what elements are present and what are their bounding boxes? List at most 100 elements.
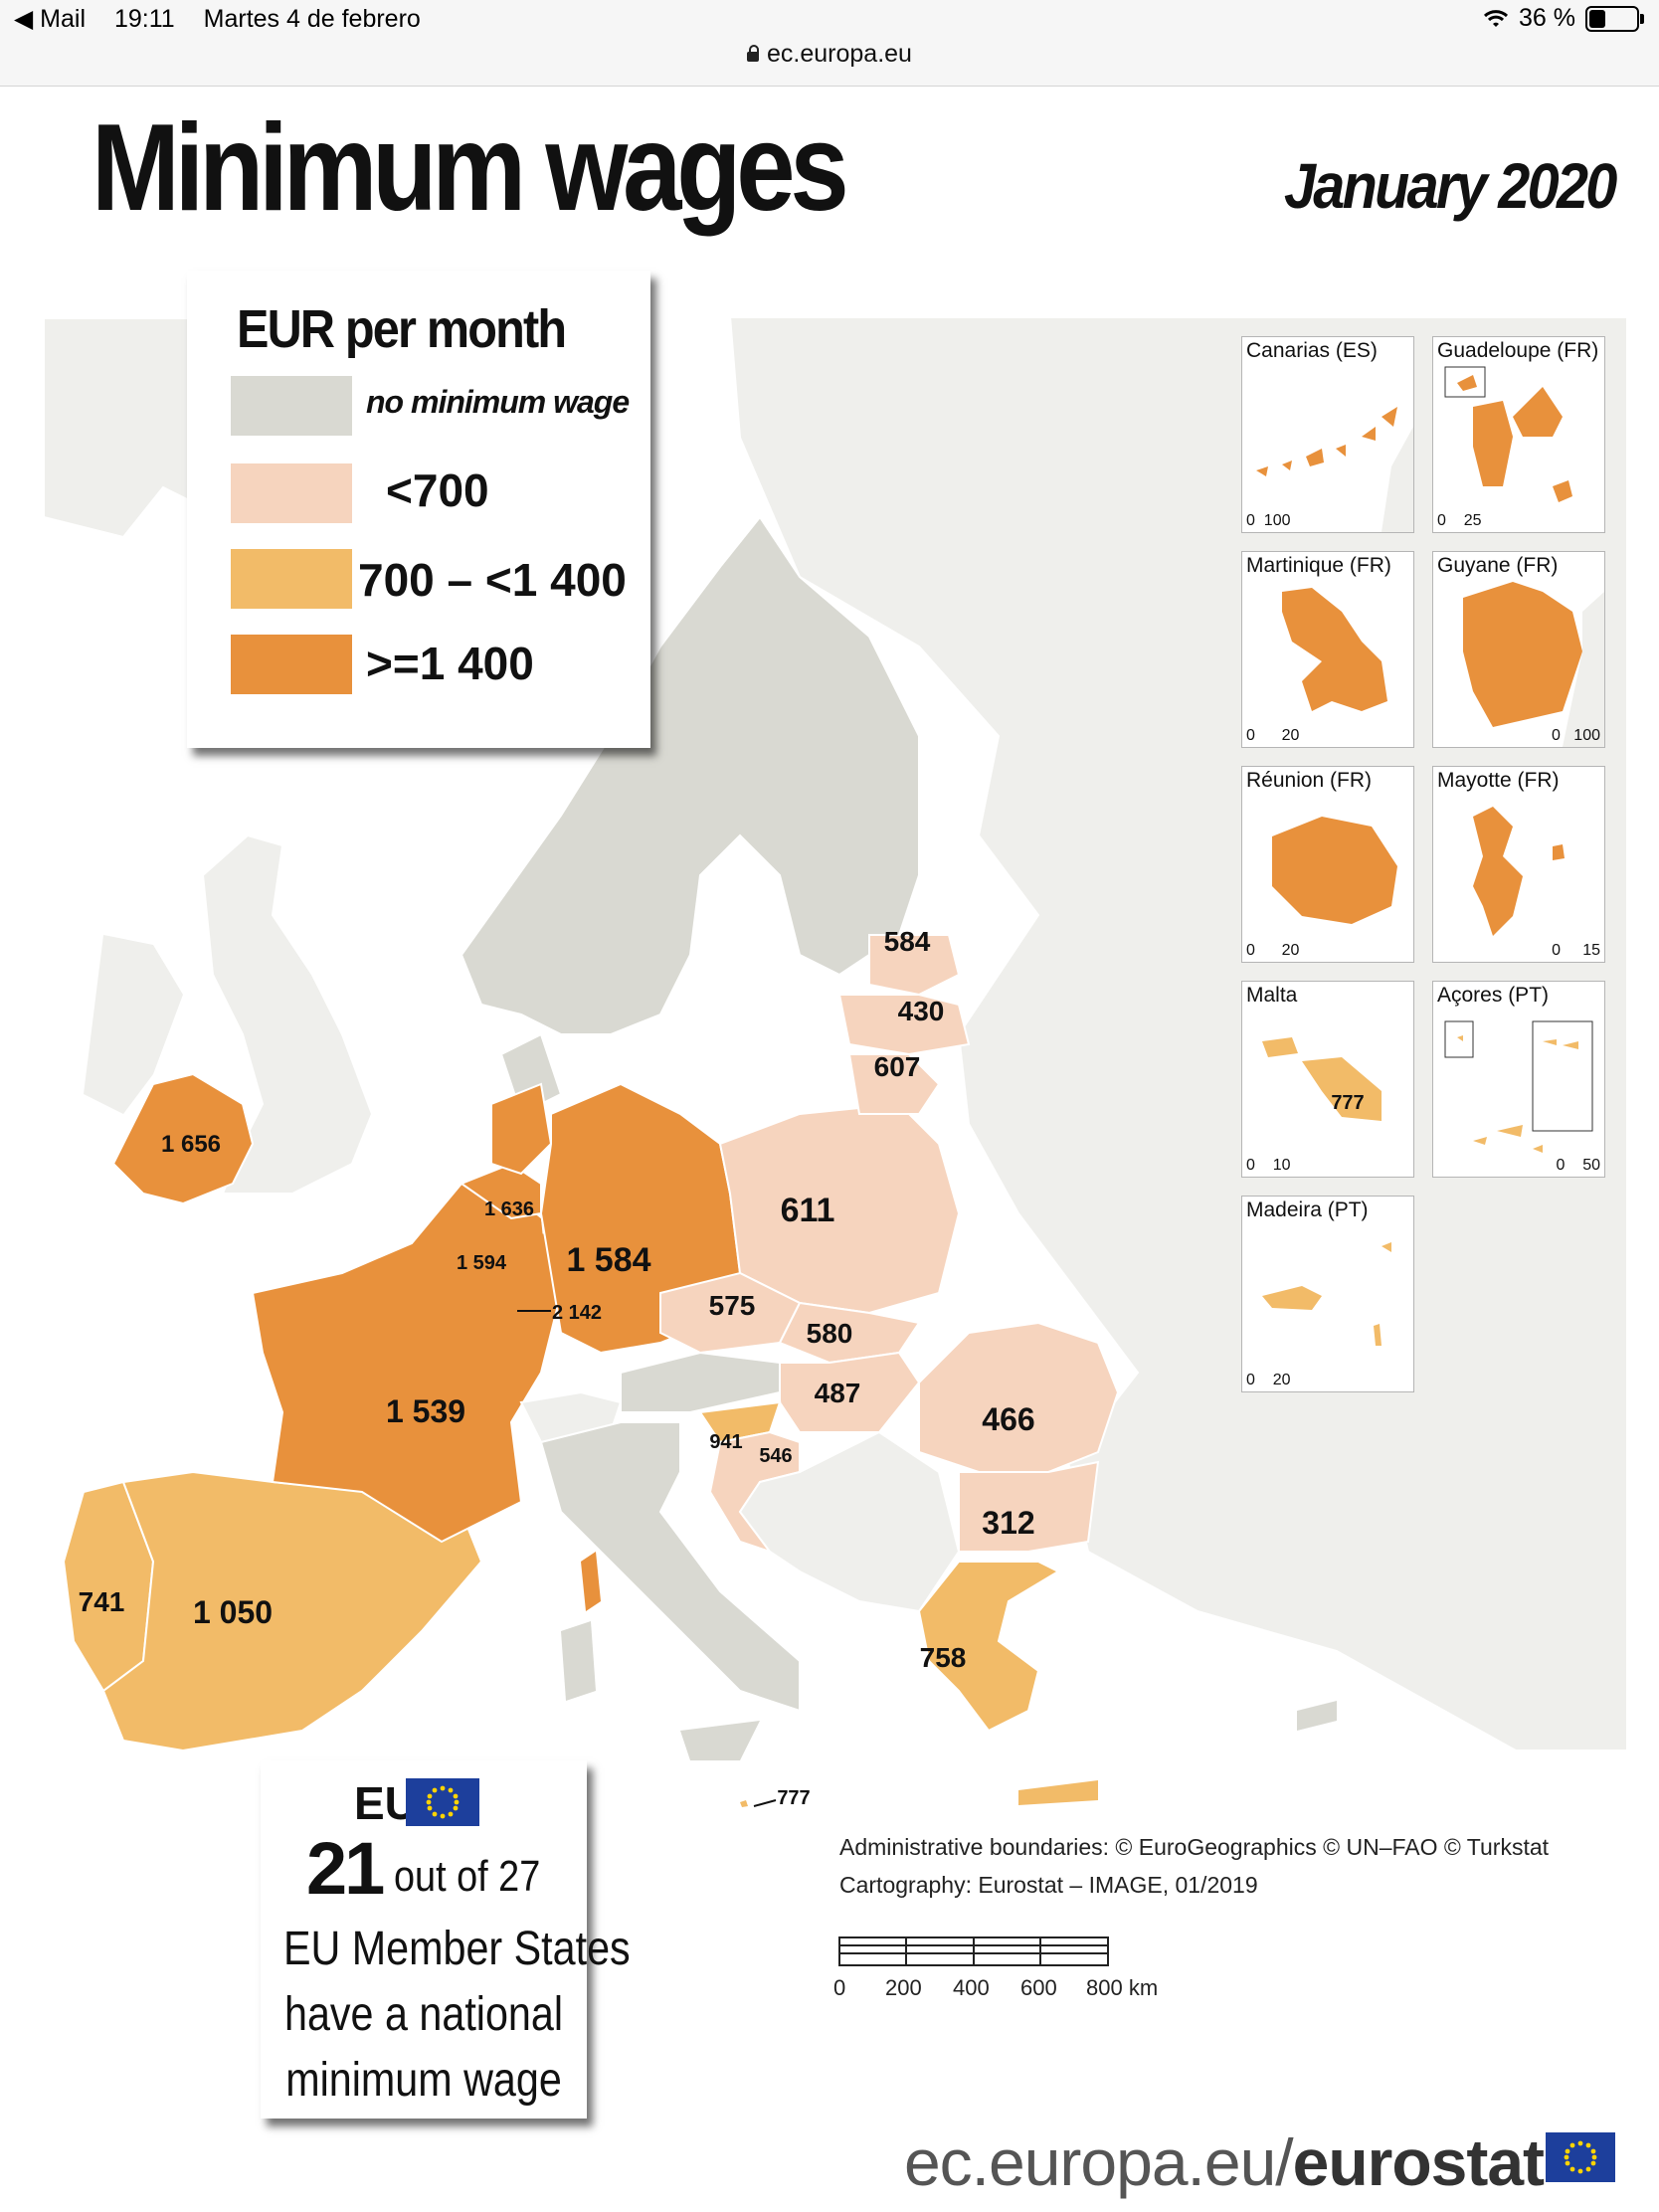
inset-canarias: Canarias (ES) 0 100 (1241, 336, 1414, 533)
map-sicily (680, 1721, 760, 1760)
inset-scale: 0 20 (1246, 727, 1300, 744)
legend-swatch-no-min-wage (231, 376, 352, 436)
credits-boundaries: Administrative boundaries: © EuroGeograp… (839, 1834, 1550, 1860)
map-crete (1018, 1780, 1098, 1805)
inset-title: Martinique (FR) (1246, 554, 1391, 577)
map-ireland (111, 1072, 255, 1205)
scale-tick: 600 (1020, 1975, 1057, 2000)
status-date: Martes 4 de febrero (203, 5, 421, 33)
credits-cartography: Cartography: Eurostat – IMAGE, 01/2019 (839, 1872, 1258, 1898)
label-germany: 1 584 (566, 1241, 650, 1279)
inset-label-malta: 777 (1331, 1092, 1364, 1114)
wifi-icon (1483, 9, 1509, 27)
scale-tick: 200 (885, 1975, 922, 2000)
inset-title: Açores (PT) (1437, 984, 1550, 1007)
label-france: 1 539 (386, 1393, 465, 1429)
map-netherlands (490, 1082, 553, 1176)
inset-map-canarias (1256, 407, 1413, 532)
inset-scale: 0 25 (1437, 512, 1482, 529)
inset-scale: 0 10 (1246, 1157, 1291, 1174)
label-bulgaria: 312 (982, 1505, 1034, 1541)
legend-swatch-high (231, 635, 352, 694)
inset-title: Malta (1246, 984, 1298, 1007)
legend-title: EUR per month (237, 299, 567, 359)
legend-label-mid: 700 – <1 400 (358, 554, 627, 606)
label-belgium: 1 594 (457, 1252, 507, 1274)
eu-flag-icon (1546, 2132, 1615, 2182)
legend-swatch-mid (231, 549, 352, 609)
inset-scale: 0 20 (1246, 1372, 1291, 1388)
legend-label-lt700: <700 (386, 464, 489, 516)
label-latvia: 430 (898, 996, 945, 1026)
map-credits: Administrative boundaries: © EuroGeograp… (839, 1828, 1549, 1904)
inset-madeira: Madeira (PT) 0 20 (1241, 1196, 1414, 1392)
inset-scale: 0 50 (1556, 1157, 1600, 1174)
map-uk (201, 833, 374, 1195)
map-corsica (581, 1552, 601, 1611)
inset-title: Madeira (PT) (1246, 1198, 1369, 1221)
eurostat-url[interactable]: ec.europa.eu/eurostat (903, 2125, 1545, 2199)
inset-map-guyane (1463, 582, 1604, 747)
map-cyprus (1297, 1701, 1337, 1731)
status-right: 36 % (1483, 4, 1644, 33)
label-slovakia: 580 (807, 1318, 853, 1349)
battery-percent: 36 % (1519, 4, 1575, 32)
label-poland: 611 (781, 1192, 835, 1229)
eu-line-minimum-wage: minimum wage (285, 2054, 562, 2107)
eu-count: 21 (306, 1827, 385, 1910)
scale-tick: 800 km (1086, 1975, 1159, 2000)
scale-bar-labels: 0 200 400 600 800 km (828, 1975, 1186, 2005)
inset-map-acores (1444, 1020, 1593, 1153)
map-malta (740, 1800, 748, 1807)
label-czechia: 575 (709, 1290, 756, 1321)
map-latvia (837, 994, 971, 1056)
inset-map-martinique (1282, 588, 1387, 711)
label-estonia: 584 (884, 926, 931, 957)
url-text: ec.europa.eu (767, 40, 912, 68)
back-to-mail-link[interactable]: ◀ Mail (14, 5, 87, 33)
eu-of-total: out of 27 (394, 1852, 541, 1901)
scale-bar (838, 1936, 1109, 1966)
reference-date: January 2020 (1284, 150, 1617, 222)
legend-label-no-min-wage: no minimum wage (366, 384, 630, 420)
status-left: ◀ Mail 19:11 Martes 4 de febrero (14, 4, 443, 34)
inset-scale: 0 100 (1552, 727, 1600, 744)
label-croatia: 546 (759, 1445, 792, 1467)
label-netherlands: 1 636 (484, 1198, 534, 1220)
inset-title: Réunion (FR) (1246, 769, 1373, 792)
label-luxembourg: 2 142 (552, 1302, 602, 1324)
inset-map-mayotte (1473, 807, 1565, 936)
inset-mayotte: Mayotte (FR) 0 15 (1432, 766, 1605, 963)
inset-reunion: Réunion (FR) 0 20 (1241, 766, 1414, 963)
inset-scale: 0 15 (1552, 942, 1600, 959)
eu-line-member-states: EU Member States (282, 1923, 631, 1975)
inset-guadeloupe: Guadeloupe (FR) 0 25 (1432, 336, 1605, 533)
eu-line-have-national: have a national (283, 1988, 564, 2041)
status-time: 19:11 (113, 5, 175, 33)
map-sardinia (561, 1621, 596, 1701)
inset-map-reunion (1272, 817, 1397, 924)
scale-tick: 400 (953, 1975, 990, 2000)
inset-map-guadeloupe (1444, 366, 1572, 502)
page-title: Minimum wages (92, 99, 849, 237)
label-slovenia: 941 (709, 1431, 742, 1453)
scale-tick: 0 (833, 1975, 846, 2000)
inset-title: Guyane (FR) (1437, 554, 1559, 577)
label-hungary: 487 (815, 1378, 861, 1408)
eu-summary-box: EU 21 out of 27 EU Member States have a … (261, 1760, 631, 2119)
inset-map-madeira (1262, 1242, 1391, 1346)
map-italy (539, 1421, 801, 1713)
map-lithuania (847, 1053, 941, 1115)
address-bar[interactable]: ec.europa.eu (0, 40, 1659, 69)
inset-title: Guadeloupe (FR) (1437, 339, 1599, 362)
legend-label-high: >=1 400 (366, 638, 534, 689)
inset-map-malta: 777 (1262, 1037, 1382, 1121)
lock-icon (747, 45, 760, 62)
status-bar: ◀ Mail 19:11 Martes 4 de febrero 36 % ec… (0, 0, 1659, 87)
label-portugal: 741 (79, 1586, 125, 1617)
eu-flag-icon (406, 1778, 479, 1826)
inset-malta: Malta 777 0 10 (1241, 981, 1414, 1178)
label-spain: 1 050 (193, 1594, 273, 1630)
inset-martinique: Martinique (FR) 0 20 (1241, 551, 1414, 748)
label-malta: 777 (777, 1787, 810, 1809)
